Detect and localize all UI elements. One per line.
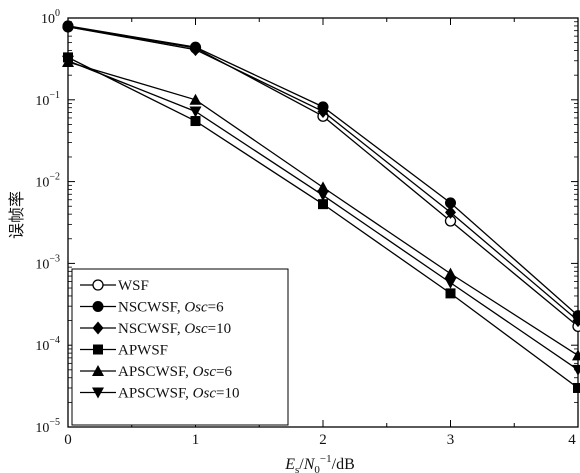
legend-item: APSCWSF, Osc=10 (80, 386, 239, 402)
x-tick-label: 4 (568, 432, 576, 448)
legend-label: APWSF (118, 343, 168, 359)
x-tick-label: 1 (192, 432, 200, 448)
legend: WSF NSCWSF, Osc=6 NSCWSF, Osc=10 APWSF APSCW… (71, 268, 289, 426)
data-series (62, 20, 580, 393)
data-point (572, 314, 580, 328)
data-point (317, 104, 329, 118)
data-point (444, 267, 457, 279)
data-point (572, 349, 580, 361)
x-tick-label: 0 (64, 432, 72, 448)
x-label-slash: / (299, 456, 304, 473)
legend-box (71, 268, 289, 426)
data-point (62, 55, 74, 67)
y-tick-label: 10−3 (35, 253, 60, 272)
data-point (445, 205, 456, 219)
y-tick-label: 100 (41, 8, 60, 27)
data-point (445, 197, 456, 209)
data-point (189, 106, 202, 118)
y-axis-label: 误帧率 (8, 191, 26, 239)
x-tick-label: 3 (447, 432, 455, 448)
data-point (190, 43, 201, 57)
legend-item: NSCWSF, Osc=10 (80, 321, 231, 337)
data-point (190, 116, 201, 127)
y-tick-labels: 100 10−1 10−2 10−3 10−4 10−5 (35, 8, 60, 436)
legend-label: NSCWSF, Osc=10 (118, 321, 231, 337)
legend-label: APSCWSF, Osc=10 (118, 386, 239, 402)
data-point (189, 93, 202, 105)
legend-marker (92, 321, 104, 335)
legend-marker (92, 279, 104, 291)
x-axis-label: Es/N0−1/dB (284, 453, 355, 473)
data-point (572, 364, 580, 376)
series-3 (62, 20, 580, 328)
data-point (573, 382, 580, 393)
data-point (444, 277, 457, 289)
legend-item: APWSF (80, 343, 168, 359)
y-tick-label: 10−4 (35, 335, 60, 354)
data-point (317, 181, 329, 193)
series-6 (62, 55, 580, 376)
x-label-n-sup: −1 (320, 453, 332, 465)
legend-label: NSCWSF, Osc=6 (118, 300, 224, 316)
legend-label: WSF (118, 278, 149, 294)
data-point (318, 199, 328, 210)
y-tick-label: 10−1 (35, 90, 60, 109)
y-tick-label: 10−5 (35, 417, 60, 436)
x-label-n: N (303, 456, 316, 473)
x-label-e: E (284, 456, 295, 473)
x-tick-labels: 0 1 2 3 4 (64, 432, 576, 448)
data-point (62, 20, 74, 34)
data-point (317, 190, 329, 202)
x-label-n-sub: 0 (314, 464, 320, 473)
legend-marker (93, 344, 103, 355)
legend-marker (92, 387, 104, 399)
y-tick-label: 10−2 (35, 172, 60, 191)
legend-item: APSCWSF, Osc=6 (80, 364, 232, 380)
legend-item: NSCWSF, Osc=6 (80, 300, 224, 316)
x-tick-label: 2 (319, 432, 327, 448)
x-label-unit: /dB (332, 456, 355, 473)
data-point (445, 288, 456, 299)
x-label-e-sub: s (295, 464, 299, 473)
legend-label: APSCWSF, Osc=6 (118, 364, 232, 380)
legend-marker (92, 365, 104, 376)
legend-item: WSF (80, 278, 149, 294)
legend-marker (92, 301, 104, 312)
